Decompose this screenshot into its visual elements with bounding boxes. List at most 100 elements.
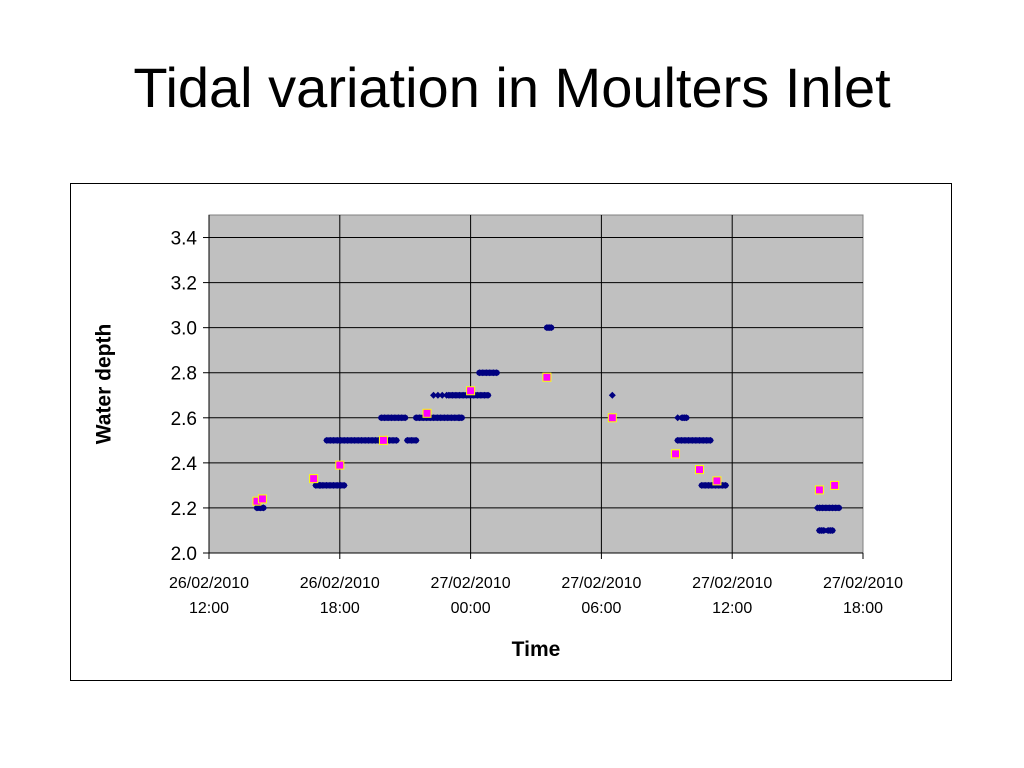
depth-point: [608, 391, 616, 399]
depth-point: [448, 391, 456, 399]
depth-point: [444, 414, 452, 422]
depth-point: [322, 481, 330, 489]
depth-point: [316, 481, 324, 489]
depth-point: [401, 414, 409, 422]
depth-point: [416, 414, 424, 422]
depth-point: [340, 481, 348, 489]
depth-point: [337, 481, 345, 489]
tidal-chart: 2.0 2.2 2.4 2.6 2.8 3.0 3.2 3.4 26/02/2010 12:00 2…: [93, 214, 903, 661]
highlight-point: [309, 474, 319, 484]
x-tick-label-time: 06:00: [581, 600, 621, 617]
depth-point: [433, 414, 441, 422]
depth-point: [473, 391, 481, 399]
depth-point: [430, 414, 438, 422]
slide-title: Tidal variation in Moulters Inlet: [133, 56, 891, 119]
depth-point: [419, 414, 427, 422]
highlight-point: [607, 413, 617, 423]
y-tick-label: 3.4: [171, 229, 198, 250]
depth-point: [674, 436, 682, 444]
depth-point: [813, 504, 821, 512]
highlight-point: [671, 449, 681, 459]
axis-labels: 2.0 2.2 2.4 2.6 2.8 3.0 3.2 3.4 26/02/2010 12:00 2…: [169, 229, 903, 617]
depth-point: [703, 436, 711, 444]
x-tick-label-date: 27/02/2010: [692, 575, 772, 592]
y-tick-label: 2.0: [171, 544, 197, 565]
highlight-point: [378, 435, 388, 445]
depth-point: [260, 504, 267, 512]
x-tick-label-date: 26/02/2010: [169, 575, 249, 592]
y-tick-label: 2.4: [171, 454, 198, 475]
depth-point: [456, 414, 464, 422]
depth-point: [403, 436, 411, 444]
depth-point: [423, 414, 431, 422]
x-tick-label-date: 27/02/2010: [431, 575, 511, 592]
y-tick-label: 2.8: [171, 364, 197, 385]
water-depth-highlight-points: [252, 372, 840, 506]
highlight-point: [257, 494, 267, 504]
depth-point: [722, 481, 730, 489]
depth-point: [681, 436, 689, 444]
depth-point: [443, 391, 451, 399]
depth-point: [699, 436, 707, 444]
depth-point: [835, 504, 843, 512]
depth-point: [456, 391, 464, 399]
depth-point: [451, 414, 459, 422]
plot-background: [208, 214, 864, 554]
highlight-point: [335, 460, 345, 470]
depth-point: [333, 481, 341, 489]
depth-point: [452, 391, 460, 399]
x-tick-label-time: 12:00: [712, 600, 752, 617]
depth-point: [547, 324, 555, 332]
x-tick-label-date: 26/02/2010: [300, 575, 380, 592]
highlight-point: [695, 465, 704, 475]
gridlines: [209, 215, 863, 553]
x-tick-label-date: 27/02/2010: [561, 575, 641, 592]
depth-point: [312, 481, 320, 489]
depth-point: [426, 414, 434, 422]
chart-frame: 2.0 2.2 2.4 2.6 2.8 3.0 3.2 3.4 26/02/2010 12:00 2…: [70, 183, 952, 681]
x-axis-title: Time: [512, 638, 561, 661]
highlight-point: [542, 372, 552, 382]
y-tick-label: 3.0: [171, 319, 197, 340]
depth-point: [437, 414, 445, 422]
depth-point: [392, 436, 400, 444]
depth-point: [438, 391, 446, 399]
depth-point: [688, 436, 696, 444]
highlight-point: [814, 485, 824, 495]
depth-point: [330, 481, 338, 489]
depth-point: [434, 391, 442, 399]
water-depth-measurements: [253, 324, 843, 534]
depth-point: [493, 369, 501, 377]
depth-point: [484, 391, 492, 399]
highlight-point: [830, 480, 840, 490]
highlight-point: [712, 476, 722, 486]
depth-point: [677, 436, 685, 444]
x-tick-label-date: 27/02/2010: [823, 575, 903, 592]
depth-point: [480, 391, 488, 399]
x-tick-label-time: 18:00: [843, 600, 883, 617]
depth-point: [477, 391, 485, 399]
axes: [203, 215, 864, 559]
depth-point: [430, 391, 438, 399]
depth-point: [696, 436, 703, 444]
y-axis-title: Water depth: [93, 324, 116, 445]
x-tick-label-time: 18:00: [320, 600, 360, 617]
plot-area: [208, 214, 864, 554]
depth-point: [412, 414, 420, 422]
highlight-point: [422, 408, 432, 418]
depth-point: [685, 436, 693, 444]
depth-point: [682, 414, 690, 422]
depth-point: [408, 436, 416, 444]
highlight-point: [466, 386, 476, 396]
depth-point: [412, 436, 420, 444]
depth-point: [459, 391, 467, 399]
depth-point: [692, 436, 700, 444]
y-tick-label: 2.2: [171, 499, 197, 520]
depth-point: [828, 526, 836, 534]
depth-point: [674, 414, 682, 422]
depth-point: [706, 436, 714, 444]
depth-point: [326, 481, 334, 489]
x-tick-label-time: 00:00: [451, 600, 491, 617]
depth-point: [440, 414, 448, 422]
x-tick-label-time: 12:00: [189, 600, 229, 617]
